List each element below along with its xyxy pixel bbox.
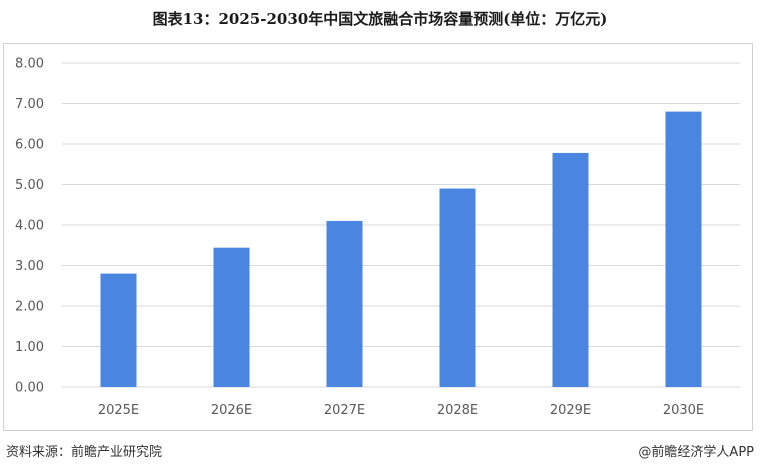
y-tick-label: 6.00 (15, 138, 44, 153)
x-tick-label: 2030E (663, 403, 704, 418)
bar-2027E (326, 220, 363, 387)
gridlines (62, 62, 740, 388)
bars (100, 111, 702, 387)
y-tick-label: 5.00 (15, 178, 44, 193)
y-tick-label: 7.00 (15, 97, 44, 112)
x-tick-label: 2027E (324, 403, 365, 418)
y-tick-label: 2.00 (15, 300, 44, 315)
source-note: 资料来源：前瞻产业研究院 (6, 445, 163, 460)
x-tick-label: 2029E (550, 403, 591, 418)
chart-frame (3, 43, 753, 431)
credit-note: @前瞻经济学人APP (638, 445, 754, 460)
bar-2029E (552, 152, 589, 387)
x-tick-label: 2025E (98, 403, 139, 418)
bar-2030E (665, 111, 702, 387)
bar-2025E (100, 273, 137, 387)
y-tick-label: 1.00 (15, 340, 44, 355)
y-tick-label: 0.00 (15, 381, 44, 396)
x-tick-label: 2026E (211, 403, 252, 418)
bar-2026E (213, 247, 250, 387)
y-tick-label: 8.00 (15, 57, 44, 72)
y-tick-label: 3.00 (15, 259, 44, 274)
x-tick-label: 2028E (437, 403, 478, 418)
y-tick-label: 4.00 (15, 219, 44, 234)
x-axis-ticks: 2025E 2026E 2027E 2028E 2029E 2030E (98, 403, 704, 418)
y-axis-ticks: 0.00 1.00 2.00 3.00 4.00 5.00 6.00 7.00 8.00 (15, 57, 44, 396)
bar-2028E (439, 188, 476, 387)
chart-title: 图表13：2025-2030年中国文旅融合市场容量预测(单位：万亿元) (152, 10, 608, 28)
